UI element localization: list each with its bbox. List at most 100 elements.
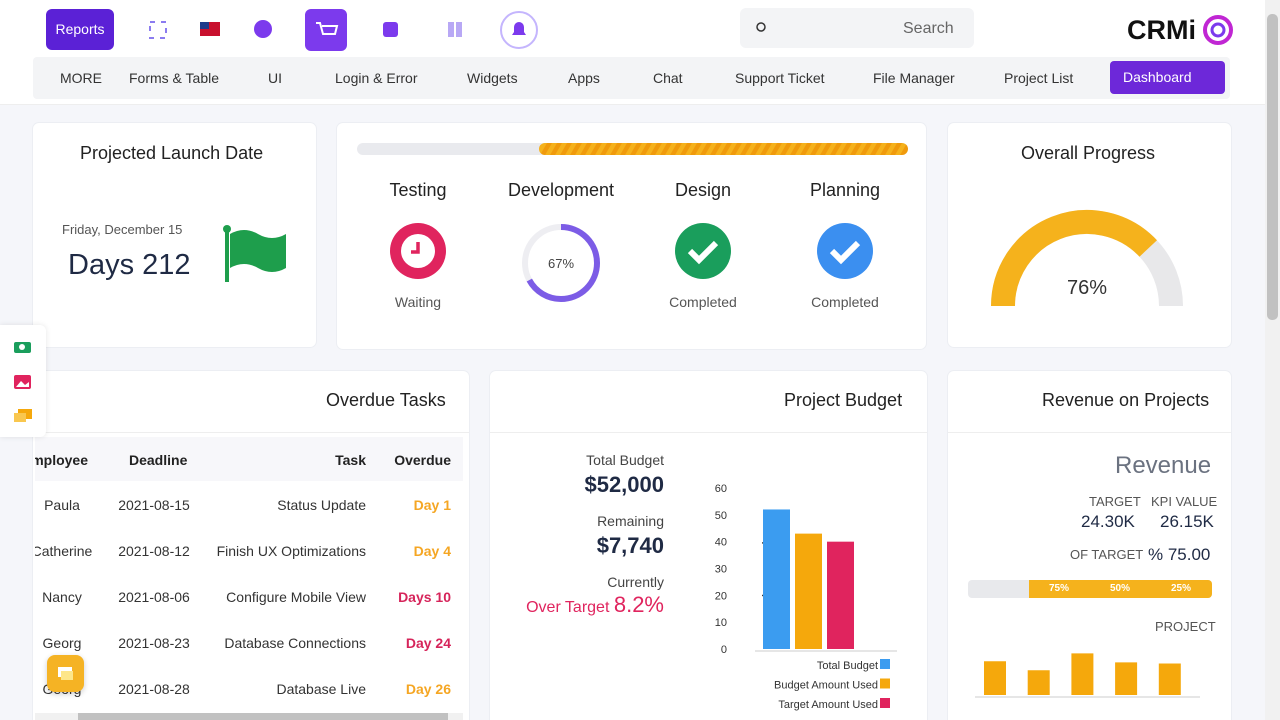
overall-card — [948, 123, 1231, 347]
kpi-value: 26.15K — [1160, 512, 1214, 531]
overall-percent: 76% — [1067, 277, 1108, 299]
nav-item[interactable]: Support Ticket — [735, 70, 825, 86]
over-label: Over Target — [526, 599, 610, 616]
table-clip: Employee Deadline Task Overdue Paula 2021-08-… — [35, 437, 463, 712]
launch-date: Friday, December 15 — [62, 222, 183, 237]
target-label: TARGET — [1089, 494, 1141, 509]
stage-name: Development — [507, 180, 615, 200]
revenue-bar — [968, 580, 1212, 598]
fullscreen-icon — [149, 21, 167, 39]
development-ring — [522, 224, 600, 302]
nav-bar — [33, 57, 1230, 99]
decoration — [817, 223, 873, 279]
stage-status: Waiting — [394, 294, 442, 310]
decoration — [225, 228, 229, 282]
over-value: 8.2% — [613, 592, 664, 617]
decoration — [200, 22, 209, 29]
budget-title: Project Budget — [784, 390, 903, 410]
decoration — [756, 22, 766, 32]
y-tick-label: 60 — [715, 483, 727, 495]
decoration — [78, 713, 448, 720]
overall-gauge — [991, 210, 1183, 307]
decoration — [61, 671, 73, 680]
launch-days: Days 212 — [68, 249, 191, 281]
decoration — [1203, 15, 1233, 45]
decoration: Over Target 8.2% — [490, 592, 664, 618]
decoration — [16, 381, 29, 387]
decoration — [411, 242, 420, 254]
nav-item[interactable]: Widgets — [467, 70, 518, 86]
reports-button[interactable]: Reports — [46, 9, 114, 50]
logo-mark — [1203, 15, 1233, 45]
table-header-cell: Deadline — [129, 452, 188, 468]
gauge-arc — [991, 210, 1157, 307]
nav-item[interactable]: MORE — [60, 70, 102, 86]
project-bar — [1158, 663, 1181, 695]
employee-cell: Georg — [42, 635, 82, 651]
bar-label: 25% — [1170, 583, 1191, 594]
search-placeholder: Search — [903, 20, 954, 37]
of-target-value: % 75.00 — [1148, 545, 1211, 564]
overdue-cell: Day 26 — [405, 681, 451, 697]
note-icon — [383, 22, 398, 37]
side-icons — [14, 342, 32, 422]
legend-swatch — [880, 698, 890, 708]
nav-item[interactable]: Login & Error — [335, 70, 418, 86]
project-bar — [1027, 670, 1050, 695]
legend-swatch — [880, 659, 890, 669]
legend-label: Total Budget — [817, 660, 878, 672]
nav-item[interactable]: Chat — [653, 70, 683, 86]
decoration — [675, 223, 731, 279]
overdue-card — [33, 371, 469, 720]
decoration — [223, 225, 231, 233]
employee-cell: Catherine — [35, 543, 93, 559]
budget-card — [490, 371, 927, 720]
bar-label: 75% — [1048, 583, 1069, 594]
table-header-cell: Overdue — [394, 452, 451, 468]
deadline-cell: 2021-08-23 — [118, 635, 190, 651]
stage-name: Design — [674, 180, 732, 200]
task-cell: Configure Mobile View — [226, 589, 366, 605]
table-scrollbar — [35, 713, 463, 720]
task-cell: Database Connections — [224, 635, 366, 651]
legend-label: Budget Amount Used — [774, 680, 878, 692]
stage-percent: 67% — [547, 256, 575, 271]
table-divider — [35, 432, 469, 433]
decoration — [19, 344, 25, 350]
deadline-cell: 2021-08-15 — [118, 497, 190, 513]
legend-label: Target Amount Used — [778, 699, 878, 711]
nav-item[interactable]: Project List — [1004, 70, 1074, 86]
decoration — [687, 240, 719, 265]
remaining-value: $7,740 — [596, 533, 664, 558]
nav-item[interactable]: Forms & Table — [129, 70, 219, 86]
employee-cell: Nancy — [42, 589, 82, 605]
budget-summary: Total Budget $52,000 Remaining $7,740 Cu… — [490, 452, 664, 618]
nav-item[interactable]: File Manager — [873, 70, 955, 86]
decoration — [1267, 14, 1278, 320]
total-value: $52,000 — [584, 472, 664, 497]
decoration — [14, 413, 26, 422]
decoration — [316, 22, 339, 35]
kpi-label: KPI VALUE — [1151, 494, 1218, 509]
message-icon — [254, 20, 272, 38]
flag — [223, 225, 286, 282]
search-icon — [756, 22, 766, 32]
toolbar-icons — [149, 9, 538, 51]
task-cell: Status Update — [277, 497, 366, 513]
nav-item[interactable]: Apps — [568, 70, 600, 86]
stage-progress — [357, 143, 908, 155]
decoration — [1210, 22, 1226, 38]
y-tick-label: 0 — [721, 644, 727, 656]
search-box[interactable] — [740, 8, 974, 48]
stage-name: Testing — [389, 180, 447, 200]
card-divider — [490, 432, 927, 433]
bar — [763, 509, 790, 649]
y-tick-label: 30 — [715, 564, 727, 576]
overall-title: Overall Progress — [1021, 143, 1156, 163]
nav-item[interactable]: UI — [268, 70, 282, 86]
revenue-heading: Revenue — [1115, 452, 1212, 479]
nav-dashboard[interactable]: Dashboard — [1110, 61, 1225, 94]
bar — [827, 541, 854, 649]
stage-name: Planning — [809, 180, 881, 200]
